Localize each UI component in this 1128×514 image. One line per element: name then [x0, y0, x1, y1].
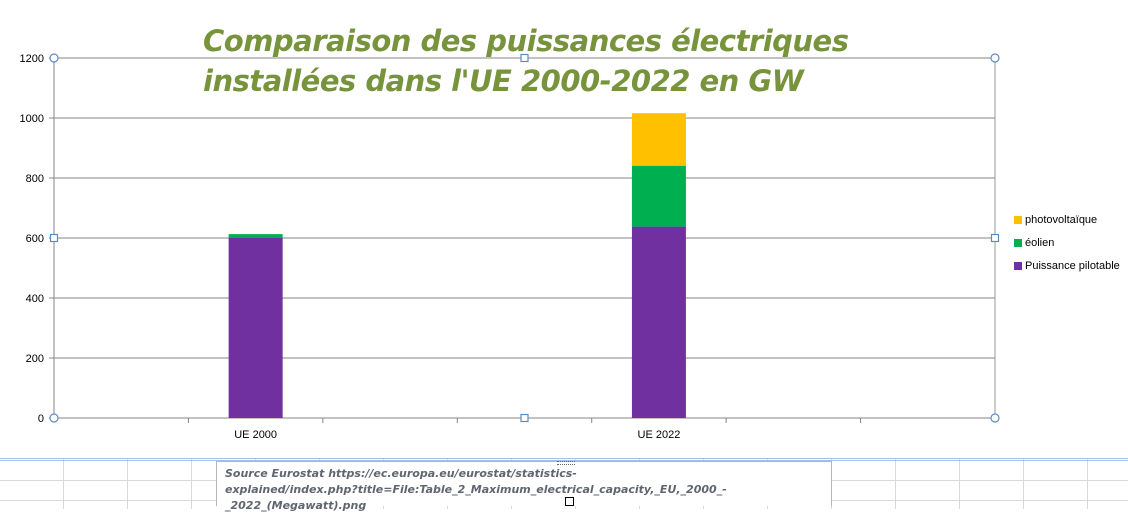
- legend-item: Puissance pilotable: [1014, 254, 1120, 277]
- y-tick-label: 600: [26, 233, 44, 245]
- resize-handle-edge[interactable]: [520, 413, 529, 423]
- chart-title-line-1: Comparaison des puissances électriques: [203, 24, 849, 58]
- resize-handle-corner[interactable]: [990, 53, 1000, 63]
- legend-label: photovoltaïque: [1025, 213, 1098, 226]
- bars: [228, 113, 686, 418]
- resize-handle-corner[interactable]: [49, 413, 59, 423]
- source-text-box[interactable]: Source Eurostat https://ec.europa.eu/eur…: [216, 461, 832, 512]
- legend-swatch: [1014, 238, 1022, 247]
- cursor-icon: [565, 497, 574, 506]
- resize-handle-edge[interactable]: [49, 233, 59, 243]
- resize-handle-edge[interactable]: [520, 53, 529, 63]
- resize-handle-corner[interactable]: [990, 413, 1000, 423]
- source-line-2: explained/index.php?title=File:Table_2_M…: [225, 483, 727, 512]
- legend-label: éolien: [1025, 236, 1055, 249]
- textbox-grip-icon[interactable]: [557, 461, 575, 465]
- y-tick-label: 800: [26, 173, 44, 185]
- resize-handle-corner[interactable]: [49, 53, 59, 63]
- legend-item: éolien: [1014, 231, 1120, 254]
- legend-swatch: [1014, 261, 1022, 270]
- y-tick-label: 400: [26, 293, 44, 305]
- legend-swatch: [1014, 215, 1022, 224]
- y-axis-ticks: 0 200 400 600 800 1000 1200: [20, 53, 44, 425]
- bar-segment-eolien: [631, 165, 686, 227]
- bar-segment-photovoltaique: [631, 113, 686, 166]
- chart-legend: photovoltaïque éolien Puissance pilotable: [1014, 208, 1120, 277]
- y-tick-label: 1200: [20, 53, 44, 65]
- resize-handle-edge[interactable]: [990, 233, 1000, 243]
- bar-segment-eolien: [228, 234, 283, 238]
- selection-handles[interactable]: [49, 53, 1000, 423]
- x-tick-label: UE 2000: [234, 429, 277, 441]
- source-line-1: Source Eurostat https://ec.europa.eu/eur…: [225, 467, 577, 480]
- legend-item: photovoltaïque: [1014, 208, 1120, 231]
- bar-segment-pilotable: [631, 226, 686, 418]
- y-tick-label: 200: [26, 353, 44, 365]
- bar-segment-pilotable: [228, 238, 283, 418]
- chart-title-line-2: installées dans l'UE 2000-2022 en GW: [203, 64, 804, 98]
- legend-label: Puissance pilotable: [1025, 259, 1120, 272]
- x-tick-label: UE 2022: [638, 429, 681, 441]
- y-tick-label: 0: [38, 413, 44, 425]
- gridlines: [49, 57, 996, 423]
- x-axis-labels: UE 2000 UE 2022: [234, 429, 680, 441]
- y-tick-label: 1000: [20, 113, 44, 125]
